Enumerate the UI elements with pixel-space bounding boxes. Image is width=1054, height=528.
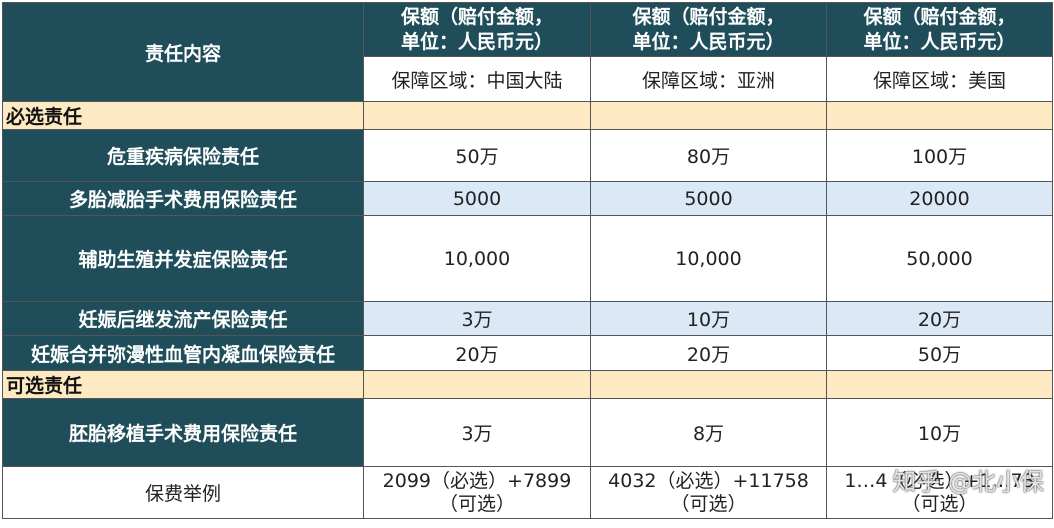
region-usa: 保障区域：美国 — [826, 56, 1053, 102]
amount-header-usa: 保额（赔付金额， 单位：人民币元） — [826, 2, 1053, 57]
amount-header-line1: 保额（赔付金额， — [863, 5, 1016, 28]
amount-header-mainland: 保额（赔付金额， 单位：人民币元） — [363, 2, 591, 57]
insurance-coverage-table: 责任内容 保额（赔付金额， 单位：人民币元） 保额（赔付金额， 单位：人民币元）… — [2, 2, 1053, 519]
row-value: 80万 — [590, 129, 827, 182]
premium-value-asia: 4032（必选）+11758 （可选） — [590, 466, 827, 519]
row-value: 20万 — [363, 335, 591, 371]
row-value: 100万 — [826, 129, 1053, 182]
row-value: 50万 — [363, 129, 591, 182]
section-cell — [826, 101, 1053, 130]
row-name: 胚胎移植手术费用保险责任 — [2, 398, 364, 467]
section-cell — [363, 101, 591, 130]
table-row: 危重疾病保险责任 50万 80万 100万 — [2, 129, 1053, 182]
row-name: 危重疾病保险责任 — [2, 129, 364, 182]
row-value: 20万 — [826, 301, 1053, 336]
row-value: 8万 — [590, 398, 827, 467]
premium-line2: （可选） — [670, 492, 747, 515]
row-name: 妊娠后继发流产保险责任 — [2, 301, 364, 336]
row-value: 20000 — [826, 181, 1053, 216]
premium-line2: （可选） — [438, 492, 515, 515]
row-value: 5000 — [363, 181, 591, 216]
header-row-region: 保障区域：中国大陆 保障区域：亚洲 保障区域：美国 — [3, 56, 1053, 102]
section-row-required: 必选责任 — [2, 101, 1053, 130]
table-row: 辅助生殖并发症保险责任 10,000 10,000 50,000 — [2, 215, 1053, 302]
row-value: 3万 — [363, 301, 591, 336]
premium-line1: 2099（必选）+7899 — [382, 469, 572, 492]
section-cell — [590, 370, 827, 399]
table-row: 胚胎移植手术费用保险责任 3万 8万 10万 — [2, 398, 1053, 467]
row-value: 50万 — [826, 335, 1053, 371]
premium-line1: 1…4（必选）+1…73 — [844, 469, 1035, 492]
row-value: 10万 — [826, 398, 1053, 467]
premium-label: 保费举例 — [2, 466, 364, 519]
section-cell — [826, 370, 1053, 399]
premium-value-mainland: 2099（必选）+7899 （可选） — [363, 466, 591, 519]
row-value: 10,000 — [363, 215, 591, 302]
table-row: 多胎减胎手术费用保险责任 5000 5000 20000 — [2, 181, 1053, 216]
amount-header-line2: 单位：人民币元） — [632, 30, 785, 53]
item-column-header: 责任内容 — [2, 2, 364, 102]
section-row-optional: 可选责任 — [2, 370, 1053, 399]
row-value: 5000 — [590, 181, 827, 216]
row-name: 妊娠合并弥漫性血管内凝血保险责任 — [2, 335, 364, 371]
section-cell — [590, 101, 827, 130]
amount-header-line1: 保额（赔付金额， — [632, 5, 785, 28]
section-cell — [363, 370, 591, 399]
amount-header-line2: 单位：人民币元） — [863, 30, 1016, 53]
header-row-amount: 责任内容 保额（赔付金额， 单位：人民币元） 保额（赔付金额， 单位：人民币元）… — [2, 2, 1053, 102]
row-value: 3万 — [363, 398, 591, 467]
row-name: 多胎减胎手术费用保险责任 — [2, 181, 364, 216]
row-value: 10,000 — [590, 215, 827, 302]
row-value: 50,000 — [826, 215, 1053, 302]
table-row: 妊娠后继发流产保险责任 3万 10万 20万 — [2, 301, 1053, 336]
row-value: 10万 — [590, 301, 827, 336]
premium-value-usa: 1…4（必选）+1…73 （可选） 知乎 @北小保 — [826, 466, 1053, 519]
amount-header-line2: 单位：人民币元） — [400, 30, 553, 53]
region-mainland: 保障区域：中国大陆 — [363, 56, 591, 102]
row-value: 20万 — [590, 335, 827, 371]
amount-header-asia: 保额（赔付金额， 单位：人民币元） — [590, 2, 827, 57]
section-label-optional: 可选责任 — [2, 370, 364, 399]
premium-row: 保费举例 2099（必选）+7899 （可选） 4032（必选）+11758 （… — [2, 466, 1053, 519]
amount-header-line1: 保额（赔付金额， — [400, 5, 553, 28]
premium-line1: 4032（必选）+11758 — [608, 469, 809, 492]
premium-line2: （可选） — [901, 492, 978, 515]
row-name: 辅助生殖并发症保险责任 — [2, 215, 364, 302]
region-asia: 保障区域：亚洲 — [590, 56, 827, 102]
section-label-required: 必选责任 — [2, 101, 364, 130]
table-row: 妊娠合并弥漫性血管内凝血保险责任 20万 20万 50万 — [2, 335, 1053, 371]
